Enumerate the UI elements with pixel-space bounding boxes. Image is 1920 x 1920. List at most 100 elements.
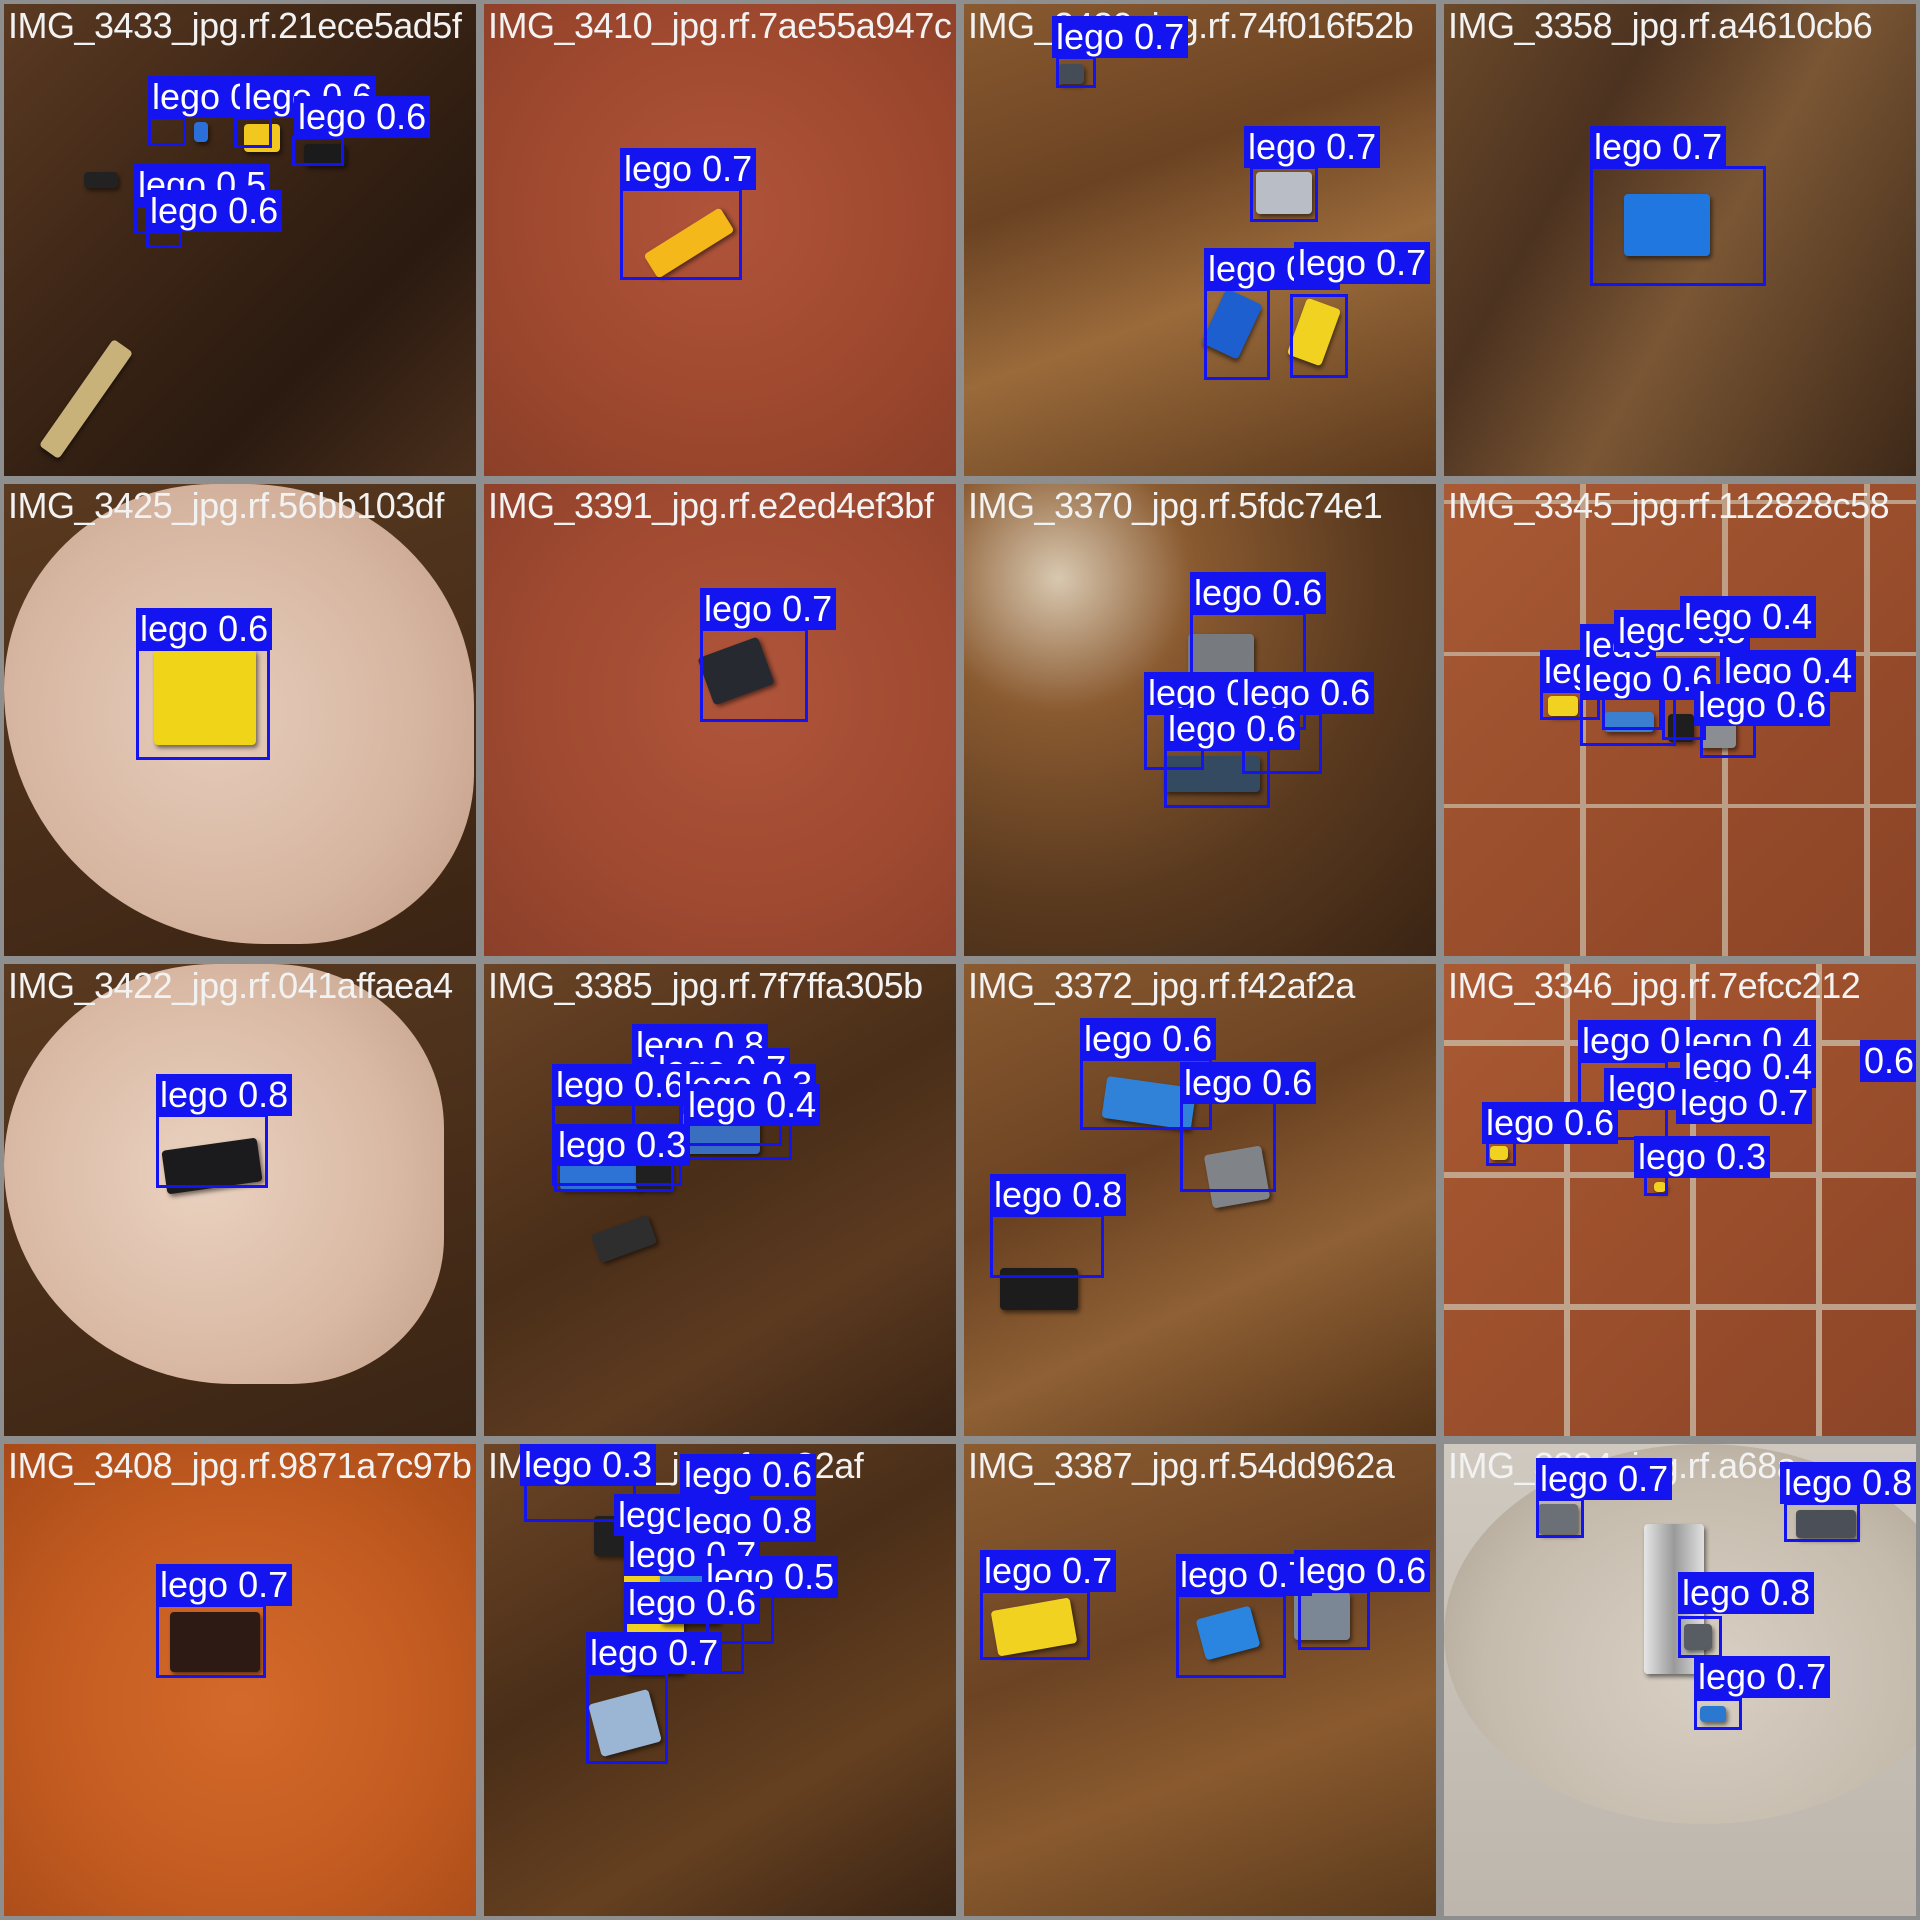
detection-label: lego 0.7 bbox=[700, 588, 837, 630]
detection-label: lego 0.7 bbox=[1052, 16, 1189, 58]
detection-box bbox=[1590, 166, 1766, 286]
detection-label: lego bbox=[1604, 1068, 1681, 1110]
image-filename: IMG_3408_jpg.rf.9871a7c97b bbox=[8, 1445, 472, 1486]
lego-brick bbox=[1624, 194, 1710, 256]
detection-label: lego 0.7 bbox=[1176, 1554, 1313, 1596]
lego-brick bbox=[154, 649, 256, 745]
detection-label: lego 0.6 bbox=[146, 190, 283, 232]
image-tile: lego 0.6 lego 0.7 lego 0.6 lego 0.6 IMG_… bbox=[960, 480, 1440, 960]
image-tile: lego 0.4 lego 0.6 lego 0.6 lego 0.5 lego… bbox=[0, 0, 480, 480]
image-tile: lego 0.6 lego 0.6 lego 0.8 IMG_3372_jpg.… bbox=[960, 960, 1440, 1440]
lego-brick bbox=[170, 1612, 260, 1672]
image-tile: lego 0.8 IMG_3422_jpg.rf.041affaea4 bbox=[0, 960, 480, 1440]
detection-box bbox=[1056, 56, 1096, 88]
detection-box bbox=[148, 116, 186, 146]
detection-box bbox=[156, 1114, 268, 1188]
lego-brick bbox=[1548, 696, 1578, 716]
detection-box bbox=[1298, 1590, 1370, 1650]
detection-label: lego 0.8 bbox=[990, 1174, 1127, 1216]
image-filename: IMG_3345_jpg.rf.112828c58 bbox=[1448, 485, 1890, 526]
detection-label: lego 0.7 bbox=[1244, 126, 1381, 168]
detection-box bbox=[1784, 1502, 1860, 1542]
image-tile: lego 0.6 IMG_3425_jpg.rf.56bb103df bbox=[0, 480, 480, 960]
detection-label: lego 0.7 bbox=[586, 1632, 723, 1674]
image-tile: lego 0.7 IMG_3408_jpg.rf.9871a7c97b bbox=[0, 1440, 480, 1920]
detection-box bbox=[1164, 748, 1270, 808]
image-filename: IMG_3346_jpg.rf.7efcc212 bbox=[1448, 965, 1861, 1006]
detection-box bbox=[990, 1214, 1104, 1278]
detection-label: lego 0.7 bbox=[1676, 1082, 1813, 1124]
photo-wood-light bbox=[964, 1444, 1436, 1916]
detection-label: lego 0.7 bbox=[1536, 1458, 1673, 1500]
lego-brick bbox=[1654, 1182, 1666, 1192]
detection-box bbox=[1250, 166, 1318, 222]
detection-box bbox=[586, 1672, 668, 1764]
detection-label: lego 0.6 bbox=[1580, 658, 1717, 700]
detection-box bbox=[620, 188, 742, 280]
lego-brick bbox=[1058, 64, 1084, 84]
detection-label: lego 0.6 bbox=[1294, 1550, 1431, 1592]
detection-box bbox=[234, 116, 272, 148]
lego-brick bbox=[1490, 1146, 1508, 1160]
lego-brick bbox=[304, 144, 346, 166]
detection-label: lego 0.6 bbox=[624, 1582, 761, 1624]
lego-brick bbox=[1796, 1510, 1856, 1538]
photo-wood-light bbox=[964, 4, 1436, 476]
detection-label: lego 0.8 bbox=[156, 1074, 293, 1116]
detection-label: lego 0.4 bbox=[1680, 596, 1817, 638]
image-filename: IMG_3391_jpg.rf.e2ed4ef3bf bbox=[488, 485, 934, 526]
detection-label: lego 0.3 bbox=[554, 1124, 691, 1166]
detection-label: lego 0.6 bbox=[1238, 672, 1375, 714]
detection-label: lego 0.8 bbox=[1678, 1572, 1815, 1614]
detection-label: lego 0.5 bbox=[702, 1556, 839, 1598]
detection-box bbox=[1678, 1616, 1722, 1658]
detection-label: lego 0.6 bbox=[294, 96, 431, 138]
lego-brick bbox=[1256, 172, 1312, 214]
detection-label: lego 0.6 bbox=[1190, 572, 1327, 614]
image-filename: IMG_3370_jpg.rf.5fdc74e1 bbox=[968, 485, 1383, 526]
detection-box bbox=[980, 1590, 1090, 1660]
lego-brick bbox=[1700, 1706, 1726, 1722]
image-filename: IMG_3422_jpg.rf.041affaea4 bbox=[8, 965, 453, 1006]
detection-label: lego 0.8 bbox=[1780, 1462, 1916, 1504]
image-tile: lego 0.3 lego 0.6 lego 0.7 lego 0.8 lego… bbox=[480, 1440, 960, 1920]
image-filename: IMG_3410_jpg.rf.7ae55a947c bbox=[488, 5, 952, 46]
detection-box bbox=[1176, 1594, 1286, 1678]
detection-box bbox=[1204, 288, 1270, 380]
image-tile: lego 0.8 lego 0.7 lego 0.6 lego 0.3 lego… bbox=[480, 960, 960, 1440]
image-filename: IMG_3433_jpg.rf.21ece5ad5f bbox=[8, 5, 462, 46]
detection-label: lego 0.6 bbox=[136, 608, 273, 650]
detection-label: lego 0.3 bbox=[1634, 1136, 1771, 1178]
detection-box bbox=[1694, 1698, 1742, 1730]
detection-box bbox=[156, 1604, 266, 1678]
detection-label: lego 0.7 bbox=[980, 1550, 1117, 1592]
image-tile: lego 0.7 lego 0.7 lego 0.6 IMG_3387_jpg.… bbox=[960, 1440, 1440, 1920]
lego-brick bbox=[194, 122, 208, 142]
image-tile: lego 0.7 IMG_3358_jpg.rf.a4610cb6 bbox=[1440, 0, 1920, 480]
detection-label: lego 0.7 bbox=[156, 1564, 293, 1606]
detection-label: lego 0.6 bbox=[1482, 1102, 1619, 1144]
detection-label: lego 0.3 bbox=[520, 1444, 657, 1486]
detection-label: lego 0.7 bbox=[620, 148, 757, 190]
detection-label: lego 0.6 bbox=[1694, 684, 1831, 726]
lego-brick bbox=[1684, 1624, 1712, 1650]
detection-label: lego 0.4 bbox=[1680, 1046, 1817, 1088]
detection-box bbox=[292, 136, 344, 166]
image-filename: IMG_3372_jpg.rf.f42af2a bbox=[968, 965, 1355, 1006]
detection-label: lego 0.4 bbox=[684, 1084, 821, 1126]
image-filename: IMG_3425_jpg.rf.56bb103df bbox=[8, 485, 444, 526]
lego-brick bbox=[84, 172, 118, 188]
detection-box bbox=[554, 1162, 674, 1192]
detection-label: lego 0.6 bbox=[552, 1064, 689, 1106]
image-tile: lego 0.7 IMG_3391_jpg.rf.e2ed4ef3bf bbox=[480, 480, 960, 960]
image-tile: lego 0.6 lego 0.3 lego 0.4 lego 0.4 0.6 … bbox=[1440, 960, 1920, 1440]
image-filename: IMG_3420_jpg.rf.74f016f52b bbox=[968, 5, 1414, 46]
image-tile: lego 0.7 lego 0.7 lego 0.7 lego 0.7 IMG_… bbox=[960, 0, 1440, 480]
detection-label: lego 0.6 bbox=[1164, 708, 1301, 750]
detection-label: lego 0.6 bbox=[1180, 1062, 1317, 1104]
image-tile: lego 0.7 lego 0.8 lego 0.8 lego 0.7 IMG_… bbox=[1440, 1440, 1920, 1920]
detection-box bbox=[700, 628, 808, 722]
image-tile: lego 0.7 IMG_3410_jpg.rf.7ae55a947c bbox=[480, 0, 960, 480]
detection-label: lego 0.7 bbox=[1590, 126, 1727, 168]
